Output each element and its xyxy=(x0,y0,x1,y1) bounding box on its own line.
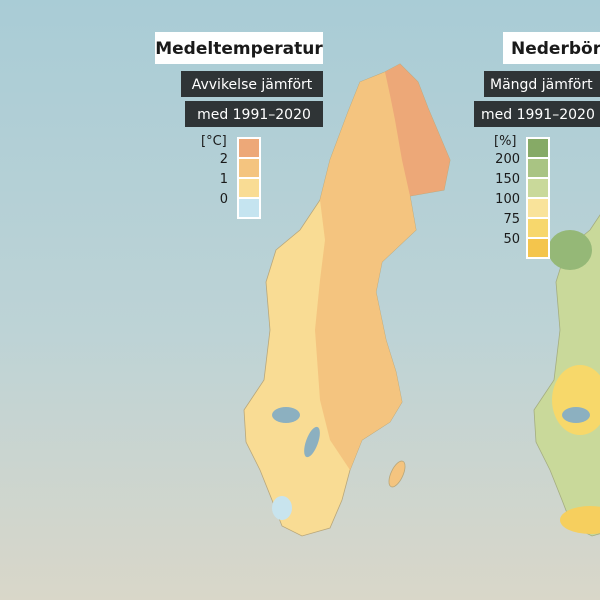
legend-label: 1 xyxy=(220,172,228,187)
subtitle-box xyxy=(185,101,323,127)
title-box xyxy=(503,32,600,64)
legend-label: 0 xyxy=(220,192,228,207)
map-title: Medeltemperatur xyxy=(155,39,323,59)
subtitle-box xyxy=(181,71,323,97)
legend-swatches xyxy=(237,137,261,219)
subtitle: med 1991–2020 xyxy=(197,107,311,123)
subtitle: med 1991–2020 xyxy=(481,107,595,123)
title-box xyxy=(155,32,323,64)
subtitle-box xyxy=(474,101,600,127)
legend-label: 75 xyxy=(503,212,520,227)
legend-label: 2 xyxy=(220,152,228,167)
precipitation-map xyxy=(533,63,600,537)
subtitle-box xyxy=(484,71,600,97)
legend-label: 200 xyxy=(495,152,520,167)
subtitle: Mängd jämfört xyxy=(490,77,593,93)
legend-label: 150 xyxy=(495,172,520,187)
legend-unit: [°C] xyxy=(201,134,227,149)
legend-swatches xyxy=(526,137,550,259)
legend-label: 100 xyxy=(495,192,520,207)
map-title: Nederbörd xyxy=(511,39,600,59)
temperature-map xyxy=(243,63,451,537)
subtitle: Avvikelse jämfört xyxy=(192,77,313,93)
legend-label: 50 xyxy=(503,232,520,247)
legend-unit: [%] xyxy=(494,134,517,149)
